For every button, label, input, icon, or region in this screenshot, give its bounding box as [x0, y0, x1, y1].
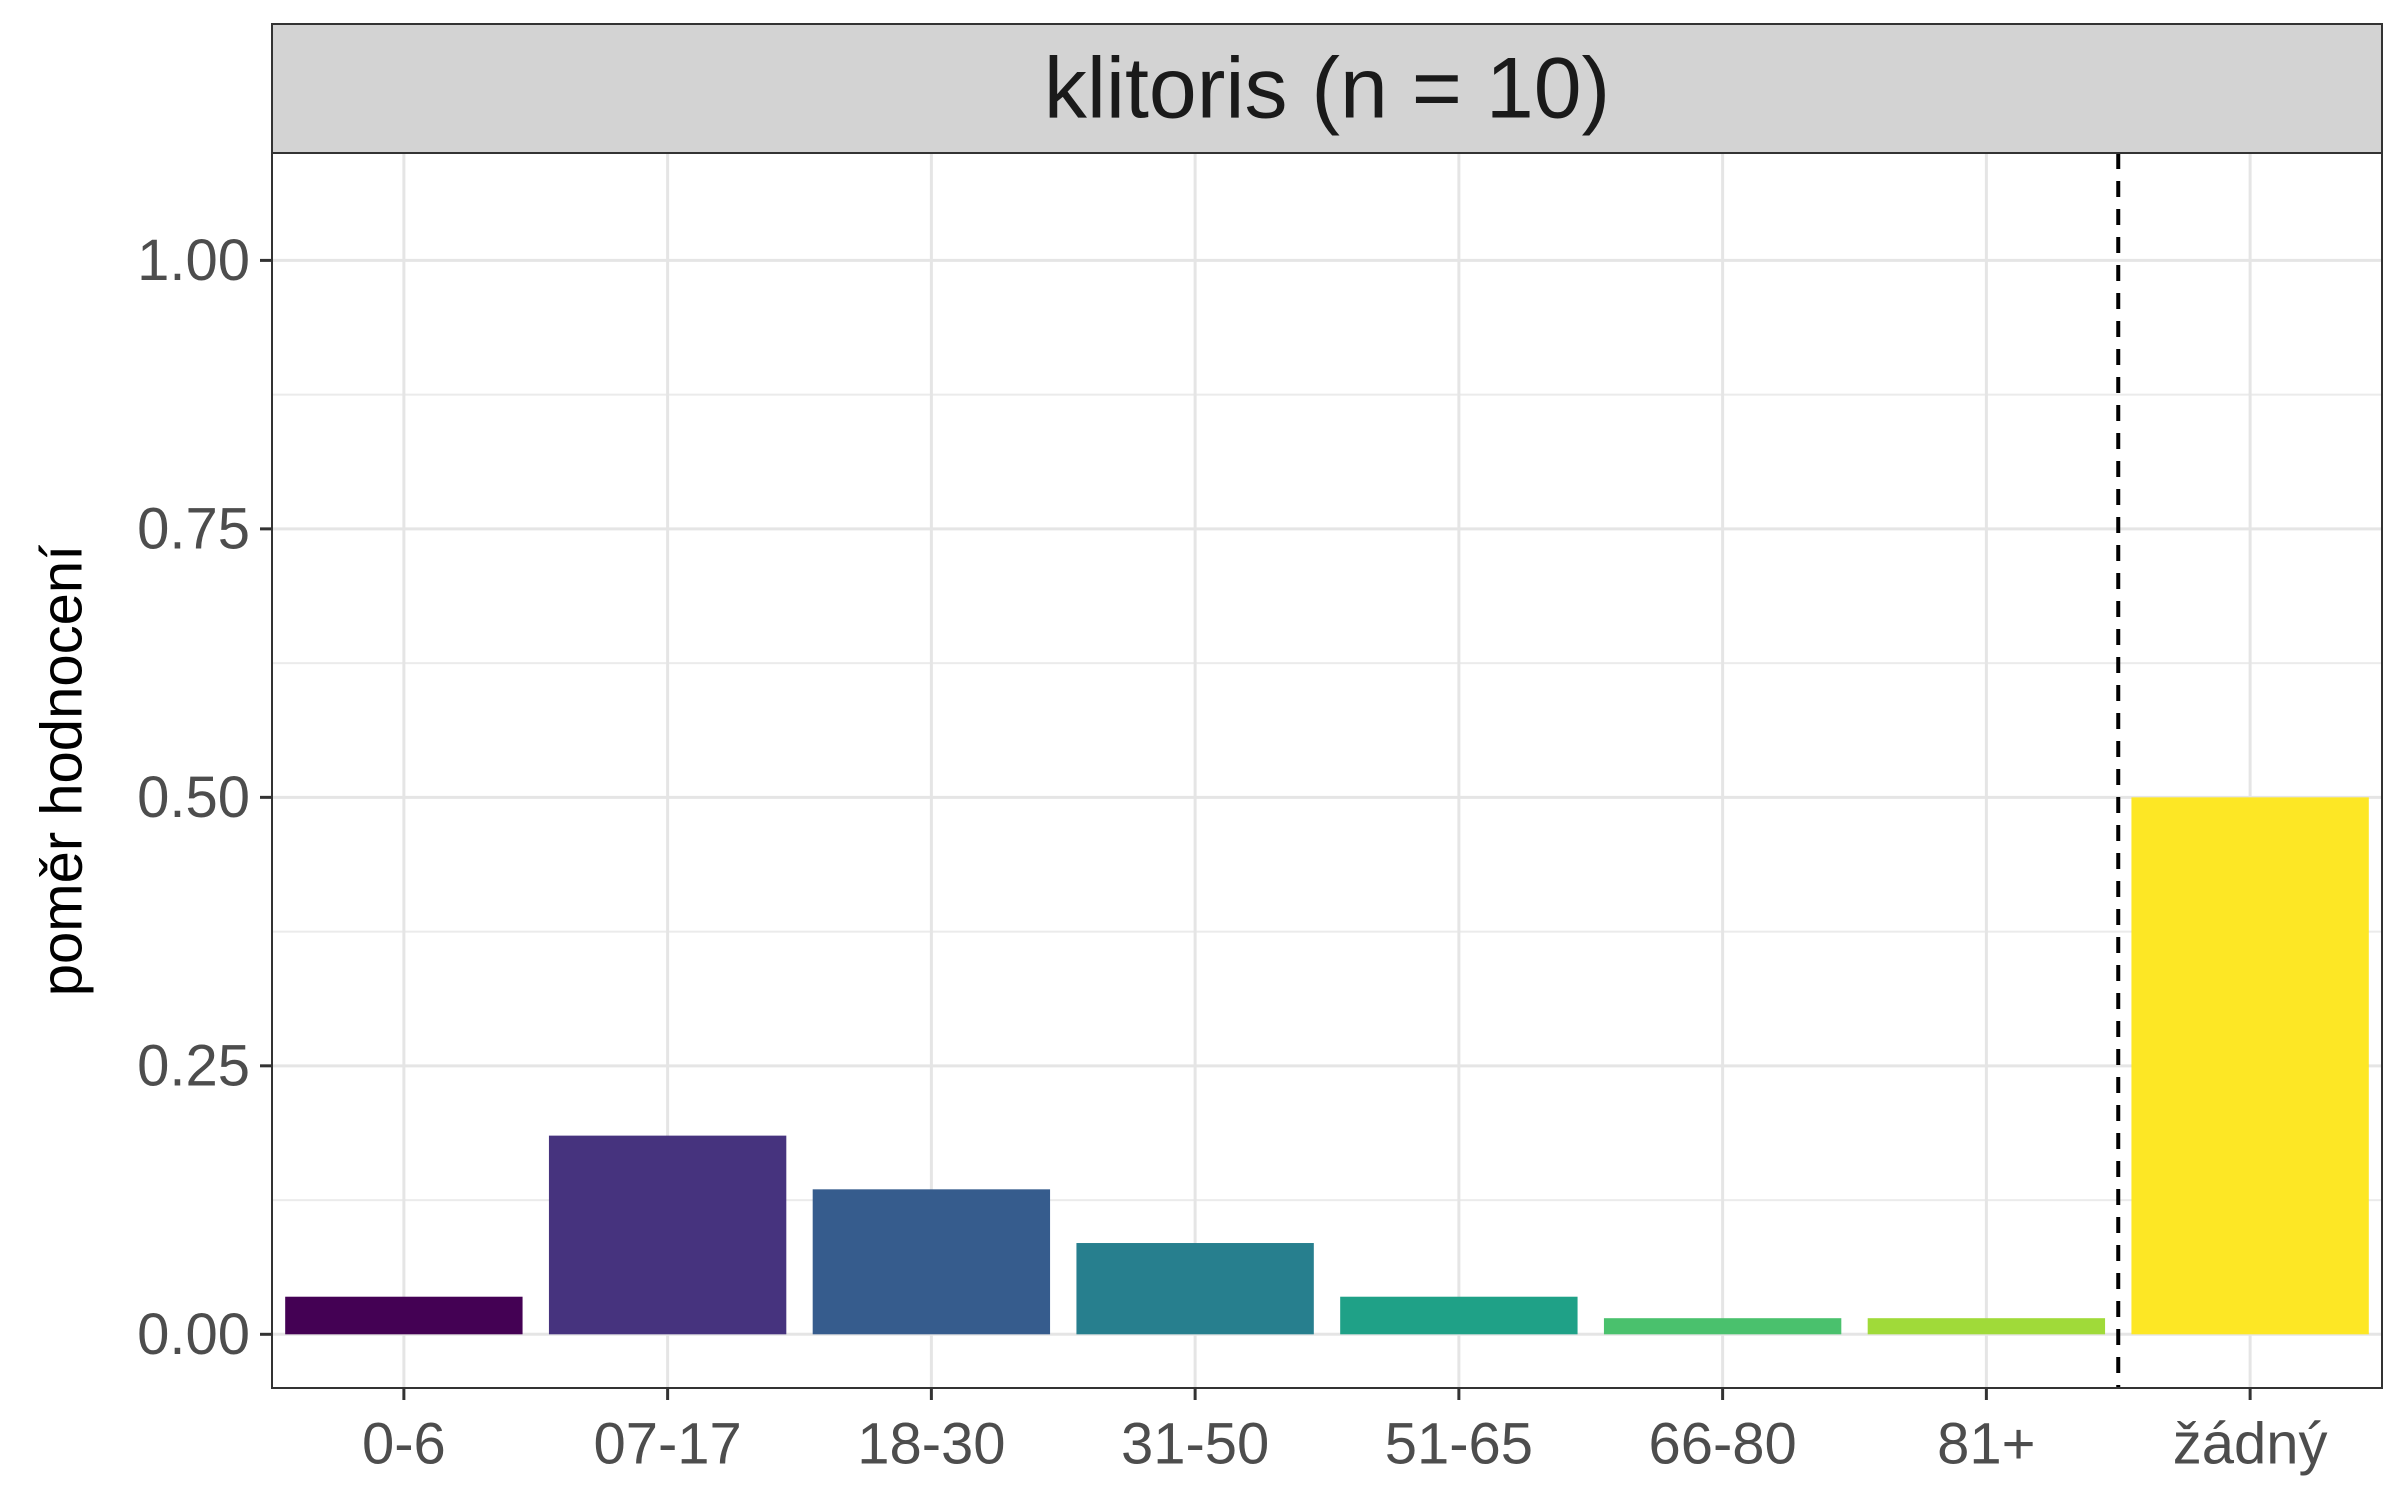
- bar-07-17: [548, 1135, 787, 1335]
- bar-18-30: [812, 1189, 1051, 1335]
- bar-51-65: [1340, 1296, 1578, 1335]
- x-axis: 0-6 07-17 18-30 31-50 51-65 66-80 81+ žádný: [362, 1388, 2328, 1477]
- x-tick-label: žádný: [2173, 1412, 2328, 1477]
- x-tick-label: 66-80: [1648, 1412, 1796, 1477]
- grid-lines: [272, 153, 2382, 1388]
- bar-0-6: [285, 1296, 523, 1335]
- x-tick-label: 31-50: [1121, 1412, 1269, 1477]
- y-axis-label: poměr hodnocení: [30, 545, 95, 996]
- bars: [285, 797, 2369, 1335]
- y-tick-label: 0.25: [137, 1033, 250, 1098]
- bar-66-80: [1603, 1318, 1842, 1335]
- x-tick-label: 81+: [1937, 1412, 2035, 1477]
- facet-strip-background: [271, 23, 2383, 154]
- bar-žádný: [2131, 797, 2369, 1335]
- x-tick-label: 0-6: [362, 1412, 446, 1477]
- bar-31-50: [1076, 1243, 1314, 1335]
- bar-81+: [1867, 1318, 2106, 1335]
- y-axis: 0.00 0.25 0.50 0.75 1.00: [137, 228, 272, 1367]
- facet-strip: klitoris (n = 10): [271, 23, 2383, 154]
- x-tick-label: 51-65: [1385, 1412, 1533, 1477]
- x-tick-label: 18-30: [857, 1412, 1005, 1477]
- y-tick-label: 0.75: [137, 496, 250, 561]
- y-tick-label: 0.50: [137, 765, 250, 830]
- y-tick-label: 0.00: [137, 1302, 250, 1367]
- chart-title: klitoris (n = 10): [1044, 41, 1610, 137]
- x-tick-label: 07-17: [593, 1412, 741, 1477]
- y-tick-label: 1.00: [137, 228, 250, 293]
